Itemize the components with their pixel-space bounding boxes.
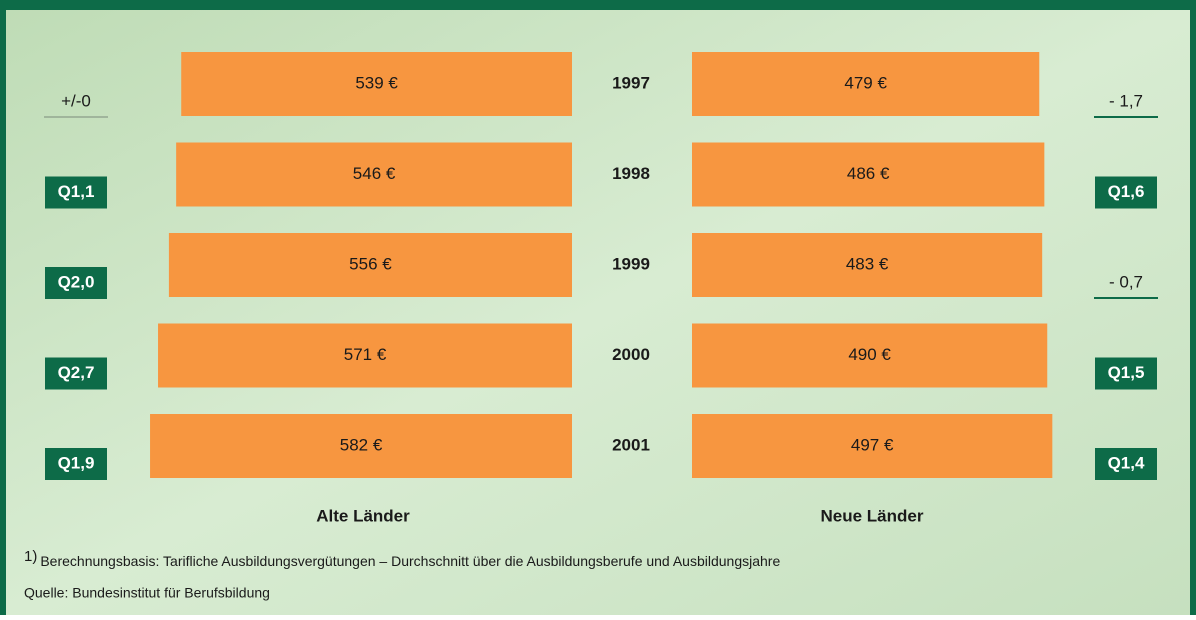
footnote-text: Berechnungsbasis: Tarifliche Ausbildungs…: [40, 553, 780, 569]
change-label: - 0,7: [1109, 272, 1143, 291]
change-label: +/-0: [61, 91, 91, 110]
change-label: Q1,5: [1108, 363, 1145, 382]
source: Quelle: Bundesinstitut für Berufsbildung: [24, 585, 270, 601]
year-label: 1998: [612, 164, 650, 183]
value-label: 546 €: [353, 164, 396, 183]
change-label: Q1,1: [58, 182, 95, 201]
bar: [168, 233, 572, 297]
bar: [692, 142, 1045, 207]
value-label: 479 €: [844, 73, 887, 92]
change-box: [1095, 176, 1157, 209]
change-box: [45, 176, 107, 209]
change-label: - 1,7: [1109, 91, 1143, 110]
value-label: 490 €: [848, 345, 891, 364]
bar: [176, 142, 572, 207]
bar: [181, 52, 572, 116]
bar: [692, 414, 1053, 478]
bar: [150, 414, 573, 478]
footnote: 1) Berechnungsbasis: Tarifliche Ausbildun…: [24, 548, 780, 569]
value-label: 483 €: [846, 254, 889, 273]
value-label: 582 €: [340, 435, 383, 454]
year-label: 1999: [612, 254, 650, 273]
footnote-marker: 1): [24, 548, 37, 565]
year-label: 2001: [612, 435, 650, 454]
bar: [692, 233, 1043, 297]
series-label: Alte Länder: [316, 506, 410, 525]
series-label: Neue Länder: [821, 506, 924, 525]
change-label: Q1,9: [58, 453, 95, 472]
value-label: 486 €: [847, 164, 890, 183]
change-label: Q1,6: [1108, 182, 1145, 201]
change-label: Q2,0: [58, 272, 95, 291]
change-box: [1095, 357, 1157, 390]
bar: [158, 323, 572, 388]
change-label: Q2,7: [58, 363, 95, 382]
bar: [692, 323, 1048, 388]
year-label: 1997: [612, 73, 650, 92]
change-box: [1095, 448, 1157, 480]
change-box: [45, 357, 107, 390]
value-label: 571 €: [344, 345, 387, 364]
change-box: [45, 267, 107, 299]
value-label: 556 €: [349, 254, 392, 273]
change-box: [45, 448, 107, 480]
change-label: Q1,4: [1108, 453, 1145, 472]
year-label: 2000: [612, 345, 650, 364]
value-label: 497 €: [851, 435, 894, 454]
value-label: 539 €: [355, 73, 398, 92]
bar: [692, 52, 1040, 116]
